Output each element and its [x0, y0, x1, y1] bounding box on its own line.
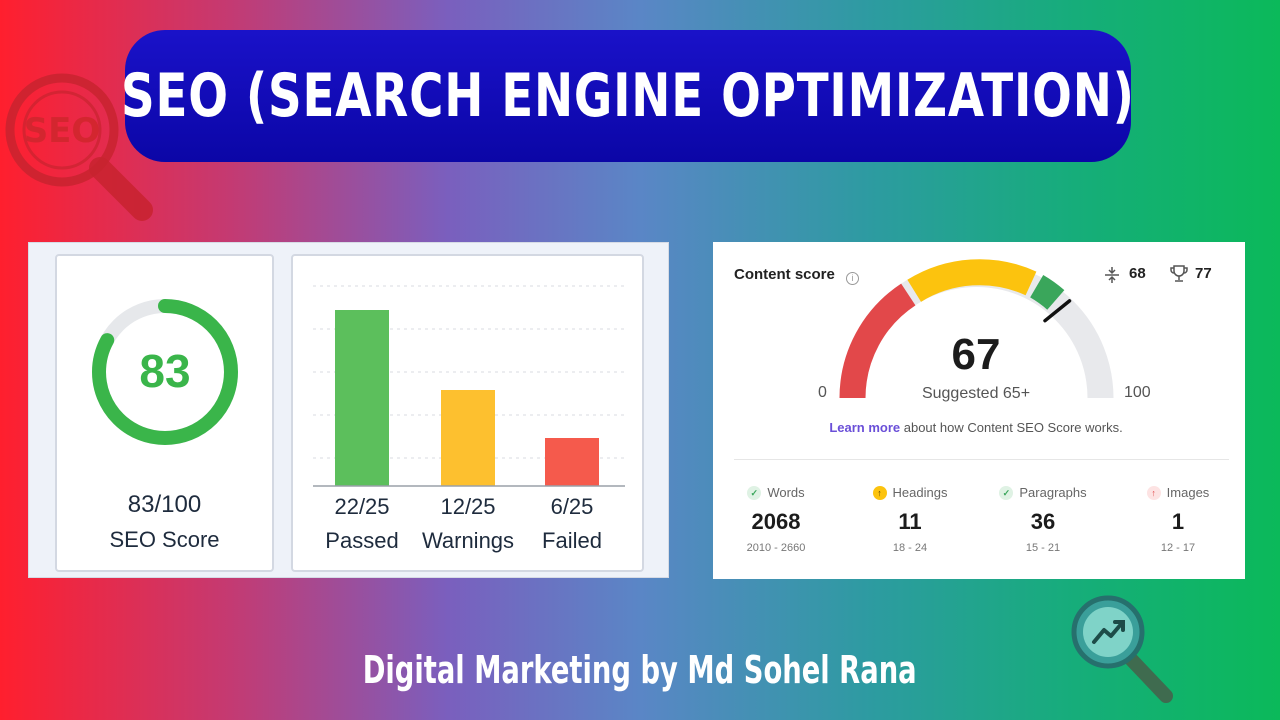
metric-paragraphs-value: 36: [1030, 509, 1056, 534]
compress-value: 68: [1129, 265, 1146, 282]
trophy-icon: [1170, 265, 1188, 282]
seo-audit-card: 83 83/100 SEO Score 22/25 12/25 6/25 Pas…: [28, 242, 669, 578]
content-score-title: Content score: [734, 266, 835, 283]
divider: [734, 459, 1229, 460]
suggested-score: Suggested 65+: [921, 385, 1031, 402]
arc-yellow-segment: [907, 259, 1037, 303]
checks-chart-canvas: [313, 285, 625, 487]
arrow-up-icon: ↑: [872, 485, 887, 500]
learn-more-link[interactable]: Learn more: [829, 420, 901, 435]
seo-badge-text: SEO: [24, 111, 101, 151]
arrow-up-icon: ↑: [1146, 485, 1161, 500]
arc-min-label: 0: [818, 384, 827, 401]
metric-words-value: 2068: [751, 509, 801, 534]
metric-images-range: 12 - 17: [1160, 542, 1196, 554]
checks-bar-chart: 22/25 12/25 6/25 Passed Warnings Failed: [291, 254, 644, 572]
content-score-value: 67: [951, 330, 1001, 379]
arc-green-segment: [1029, 274, 1065, 310]
title-banner: SEO (SEARCH ENGINE OPTIMIZATION): [121, 30, 1134, 162]
metric-paragraphs-label: Paragraphs: [1019, 485, 1087, 500]
compress-icon: [1105, 267, 1119, 283]
trend-magnifier-icon: [1071, 595, 1173, 703]
failed-fraction: 6/25: [550, 494, 594, 519]
bar-passed: [335, 310, 389, 486]
metric-words-range: 2010 - 2660: [746, 542, 806, 554]
bar-warnings: [441, 390, 495, 486]
content-score-arc: [839, 259, 1114, 399]
footer: Digital Marketing by Md Sohel Rana: [0, 648, 1280, 692]
passed-label: Passed: [325, 528, 399, 553]
arc-red-segment: [839, 283, 916, 399]
metric-headings-value: 11: [898, 509, 922, 534]
warnings-label: Warnings: [421, 528, 515, 553]
seo-score-label: SEO Score: [109, 527, 220, 552]
trophy-value: 77: [1195, 265, 1212, 282]
seo-score-gauge: 83: [92, 299, 238, 445]
content-score-card: Content score i 68 77 67 Suggested 65+ 0…: [713, 242, 1245, 579]
arc-max-label: 100: [1124, 384, 1151, 401]
passed-fraction: 22/25: [334, 494, 390, 519]
check-icon: ✓: [999, 485, 1014, 500]
seo-score-value: 83: [139, 345, 190, 397]
metric-paragraphs: ✓ Paragraphs 36 15 - 21: [983, 485, 1103, 554]
metric-paragraphs-range: 15 - 21: [1025, 542, 1061, 554]
metric-words-label: Words: [767, 485, 805, 500]
metric-headings-label: Headings: [892, 485, 948, 500]
metric-images-label: Images: [1166, 485, 1210, 500]
metric-headings: ↑ Headings 11 18 - 24: [850, 485, 970, 554]
page-title: SEO (SEARCH ENGINE OPTIMIZATION): [121, 61, 1135, 131]
warnings-fraction: 12/25: [440, 494, 496, 519]
learn-more-description: about how Content SEO Score works.: [900, 420, 1123, 435]
arc-pointer: [1043, 299, 1072, 323]
check-icon: ✓: [747, 485, 762, 500]
metric-images-value: 1: [1171, 509, 1185, 534]
seo-magnifier-icon: SEO: [5, 73, 153, 221]
seo-score-fraction: 83/100: [127, 491, 202, 518]
bar-failed: [545, 438, 599, 486]
learn-more-text: Learn more about how Content SEO Score w…: [713, 420, 1239, 435]
seo-score-panel: 83 83/100 SEO Score: [55, 254, 274, 572]
info-icon[interactable]: i: [846, 272, 859, 285]
failed-label: Failed: [542, 528, 602, 553]
footer-credit: Digital Marketing by Md Sohel Rana: [363, 648, 917, 692]
metric-images: ↑ Images 1 12 - 17: [1118, 485, 1238, 554]
seo-score-gauge-progress: [92, 299, 238, 445]
metric-headings-range: 18 - 24: [892, 542, 928, 554]
metric-words: ✓ Words 2068 2010 - 2660: [716, 485, 836, 554]
